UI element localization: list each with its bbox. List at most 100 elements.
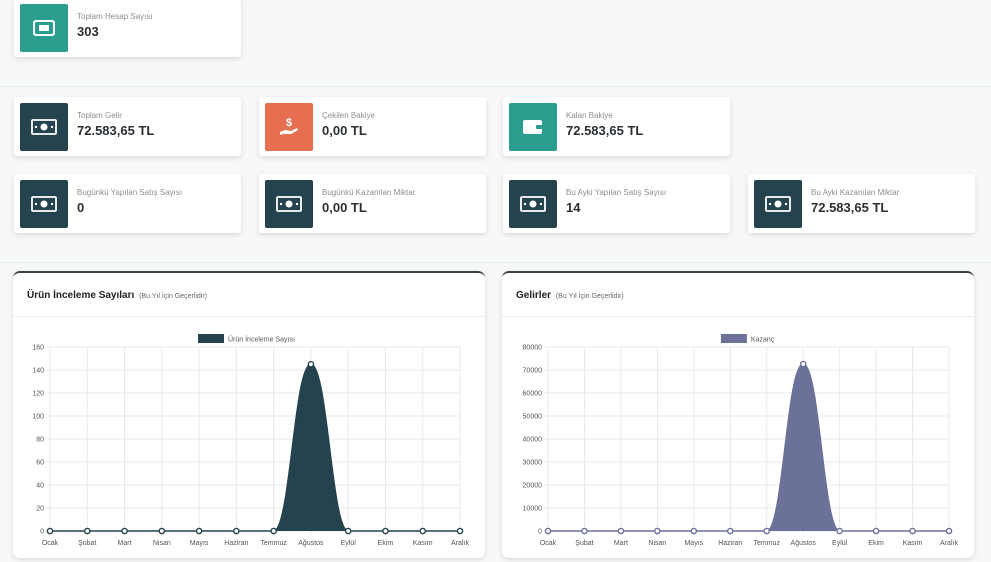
x-tick-label: Eylül	[832, 540, 848, 547]
y-tick-label: 0	[538, 529, 542, 536]
x-tick-label: Ocak	[42, 540, 59, 547]
data-point	[270, 527, 277, 535]
y-tick-label: 120	[32, 391, 44, 398]
y-tick-label: 60	[36, 460, 44, 467]
stat-card-month-earnings: Bu Ayki Kazanılan Miktar 72.583,65 TL	[748, 174, 975, 233]
money-bill-icon	[509, 180, 557, 228]
svg-text:$: $	[286, 117, 292, 129]
data-point	[419, 527, 427, 535]
x-tick-label: Temmuz	[260, 540, 287, 547]
legend: Kazanç	[720, 334, 775, 344]
data-point	[233, 527, 240, 535]
stat-label: Kalan Bakiye	[566, 111, 613, 120]
x-tick-label: Kasım	[903, 540, 923, 547]
data-point	[158, 527, 166, 535]
x-tick-label: Eylül	[341, 540, 357, 547]
stat-label: Çekilen Bakiye	[322, 111, 375, 120]
series-line	[50, 363, 460, 532]
stat-value: 303	[77, 24, 99, 39]
x-tick-label: Mayıs	[190, 540, 209, 547]
section-divider	[0, 86, 991, 87]
money-bill-icon	[20, 103, 68, 151]
panel-divider	[13, 316, 485, 317]
income-chart: Kazanç 0 10000 20000 30000 40000 50000 60000 700…	[523, 334, 958, 547]
x-tick-label: Ocak	[540, 540, 557, 547]
data-point	[456, 527, 464, 535]
stat-label: Bugünkü Yapılan Satış Sayısı	[77, 188, 183, 197]
legend-swatch	[198, 334, 224, 343]
stat-value: 0,00 TL	[322, 200, 367, 215]
data-point	[690, 527, 698, 535]
data-point	[83, 527, 91, 535]
stat-value: 0,00 TL	[322, 123, 367, 138]
x-tick-label: Ağustos	[298, 540, 324, 547]
stat-label: Bu Ayki Yapılan Satış Sayısı	[566, 188, 667, 197]
stat-label: Toplam Gelir	[77, 111, 122, 120]
data-point	[726, 527, 734, 535]
y-tick-label: 100	[32, 414, 44, 421]
stat-card-today-earnings: Bugünkü Kazanılan Miktar 0,00 TL	[259, 174, 486, 233]
stat-label: Toplam Hesap Sayısı	[77, 12, 153, 21]
y-tick-label: 80	[36, 437, 44, 444]
chart-panel-product-views: Ürün İnceleme Sayıları (Bu Yıl İçin Geçe…	[13, 271, 485, 558]
y-tick-label: 50000	[523, 414, 543, 421]
product-views-chart: Ürün İnceleme Sayısı 0 20 40 60 80 100 120 140 16…	[32, 334, 469, 547]
data-point	[763, 527, 771, 535]
data-point	[617, 527, 625, 535]
y-tick-label: 30000	[523, 460, 543, 467]
x-tick-label: Şubat	[575, 540, 593, 547]
stat-card-remaining-balance: Kalan Bakiye 72.583,65 TL	[503, 97, 730, 156]
x-tick-label: Aralık	[940, 540, 958, 547]
series-line	[548, 363, 949, 532]
data-point	[344, 527, 352, 535]
data-point	[46, 527, 54, 535]
x-tick-label: Nisan	[648, 540, 666, 547]
stat-value: 14	[566, 200, 581, 215]
y-tick-label: 0	[40, 529, 44, 536]
money-bill-icon	[20, 180, 68, 228]
panel-title: Gelirler (Bu Yıl İçin Geçerlidir)	[516, 290, 624, 301]
y-tick-label: 40000	[523, 437, 543, 444]
data-point	[872, 527, 880, 535]
x-tick-label: Aralık	[451, 540, 469, 547]
stat-value: 72.583,65 TL	[811, 200, 889, 215]
stat-label: Bugünkü Kazanılan Miktar	[322, 188, 416, 197]
data-point	[654, 527, 661, 535]
stat-card-total-accounts: Toplam Hesap Sayısı 303	[14, 0, 241, 57]
x-tick-label: Mart	[614, 540, 628, 547]
stat-value: 0	[77, 200, 85, 215]
data-point	[836, 527, 843, 535]
y-tick-label: 20	[36, 506, 44, 513]
legend-label: Kazanç	[751, 337, 775, 344]
x-tick-label: Ekim	[868, 540, 884, 547]
x-tick-label: Haziran	[224, 540, 248, 547]
y-tick-label: 140	[32, 368, 44, 375]
panel-divider	[502, 316, 974, 317]
stat-card-withdrawn-balance: $ Çekilen Bakiye 0,00 TL	[259, 97, 486, 156]
y-tick-label: 160	[32, 345, 44, 352]
money-bill-icon	[754, 180, 802, 228]
section-divider	[0, 262, 991, 263]
series-area	[548, 364, 949, 531]
x-tick-label: Temmuz	[754, 540, 781, 547]
data-point	[581, 527, 588, 535]
x-tick-label: Haziran	[718, 540, 742, 547]
ticket-icon	[20, 4, 68, 52]
legend-swatch	[720, 334, 747, 343]
hand-dollar-icon: $	[265, 103, 313, 151]
stat-value: 72.583,65 TL	[77, 123, 155, 138]
stat-label: Bu Ayki Kazanılan Miktar	[811, 188, 900, 197]
series-area	[50, 364, 460, 531]
x-tick-label: Ağustos	[791, 540, 817, 547]
stat-card-month-sales: Bu Ayki Yapılan Satış Sayısı 14	[503, 174, 730, 233]
legend-label: Ürün İnceleme Sayısı	[228, 335, 295, 344]
data-point	[382, 527, 389, 535]
data-point	[195, 527, 203, 535]
y-tick-label: 40	[36, 483, 44, 490]
x-tick-label: Şubat	[78, 540, 96, 547]
data-point	[945, 527, 953, 535]
x-tick-label: Mart	[118, 540, 132, 547]
x-tick-label: Nisan	[153, 540, 171, 547]
y-tick-label: 20000	[523, 483, 543, 490]
data-point	[121, 527, 128, 535]
